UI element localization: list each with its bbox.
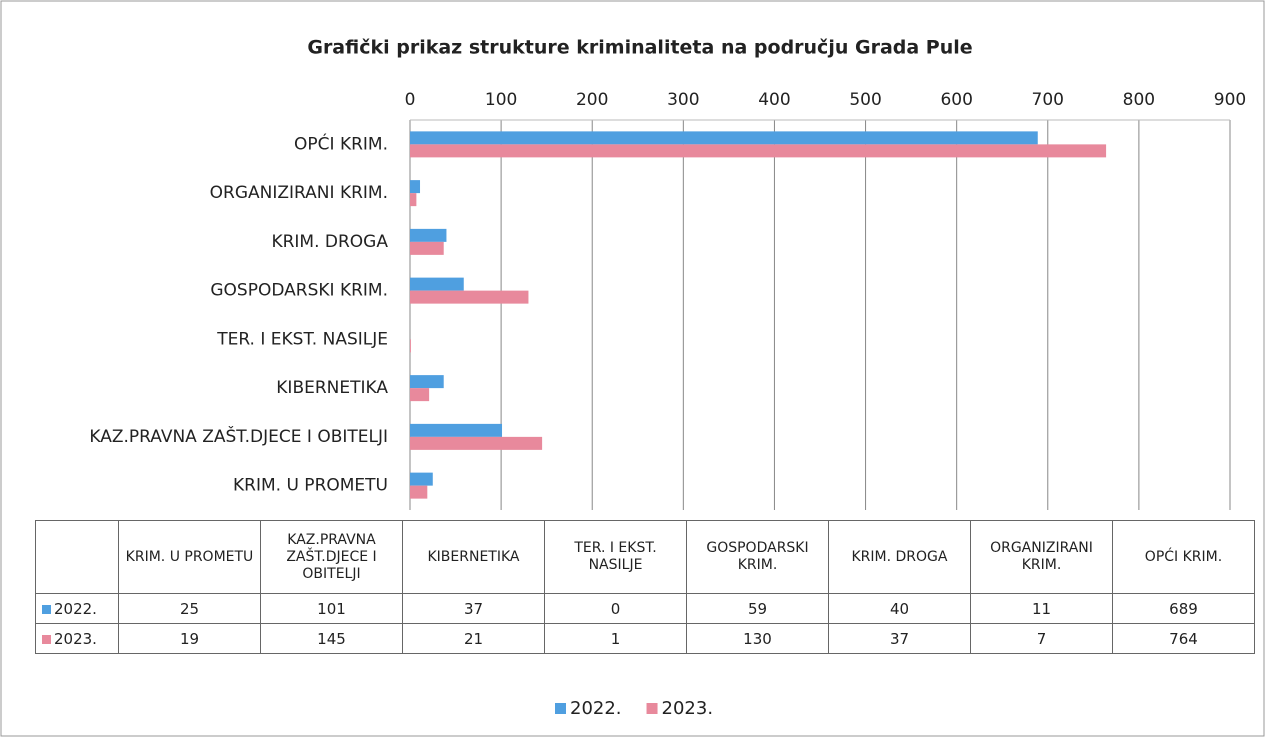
bar: [410, 375, 444, 389]
row-label: 2023.: [54, 629, 97, 648]
bar: [410, 290, 529, 304]
x-tick-label: 200: [576, 90, 608, 110]
table-cell: 689: [1112, 593, 1255, 624]
column-header: ORGANIZIRANI KRIM.: [970, 520, 1113, 594]
row-header: 2022.: [35, 593, 119, 624]
table-cell: 25: [118, 593, 261, 624]
x-tick-label: 600: [940, 90, 972, 110]
column-header: KRIM. U PROMETU: [118, 520, 261, 594]
table-row: 2022. 25 101 37 0 59 40 11 689: [35, 593, 1255, 624]
y-tick-label: TER. I EKST. NASILJE: [216, 329, 388, 349]
x-tick-label: 500: [849, 90, 881, 110]
legend-label: 2023.: [662, 698, 714, 719]
legend-swatch: [42, 604, 51, 614]
y-tick-label: KRIM. U PROMETU: [233, 476, 388, 496]
table-cell: 145: [260, 623, 403, 654]
table-cell: 11: [970, 593, 1113, 624]
y-tick-label: KIBERNETIKA: [276, 378, 388, 398]
table-cell: 40: [828, 593, 971, 624]
x-tick-label: 0: [405, 90, 416, 110]
bar: [410, 180, 421, 194]
x-tick-label: 400: [758, 90, 790, 110]
y-tick-label: OPĆI KRIM.: [294, 132, 388, 154]
table-cell: 7: [970, 623, 1113, 654]
table-cell: 21: [402, 623, 545, 654]
bar: [410, 436, 543, 450]
x-tick-label: 100: [485, 90, 517, 110]
table-cell: 37: [828, 623, 971, 654]
bar: [410, 131, 1038, 145]
column-header: KAZ.PRAVNA ZAŠT.DJECE I OBITELJI: [260, 520, 403, 594]
table-cell: 0: [544, 593, 687, 624]
column-header: GOSPODARSKI KRIM.: [686, 520, 829, 594]
table-row: 2023. 19 145 21 1 130 37 7 764: [35, 623, 1255, 654]
row-label: 2022.: [54, 599, 97, 618]
table-cell: 59: [686, 593, 829, 624]
bar: [410, 485, 428, 499]
column-header: KIBERNETIKA: [402, 520, 545, 594]
legend-swatch: [646, 703, 658, 714]
x-tick-label: 900: [1214, 90, 1246, 110]
bar: [410, 193, 417, 207]
table-cell: 101: [260, 593, 403, 624]
bar: [410, 228, 447, 242]
bar: [410, 472, 433, 486]
y-tick-label: GOSPODARSKI KRIM.: [210, 281, 388, 301]
y-tick-label: ORGANIZIRANI KRIM.: [210, 183, 388, 203]
table-cell: 130: [686, 623, 829, 654]
table-cell: 37: [402, 593, 545, 624]
row-header: 2023.: [35, 623, 119, 654]
x-tick-label: 800: [1123, 90, 1155, 110]
table-cell: 764: [1112, 623, 1255, 654]
data-table: KRIM. U PROMETU KAZ.PRAVNA ZAŠT.DJECE I O…: [35, 520, 1255, 654]
legend-swatch: [42, 634, 51, 644]
corner-cell: [35, 520, 119, 594]
y-tick-label: KAZ.PRAVNA ZAŠT.DJECE I OBITELJI: [89, 425, 388, 447]
column-header: KRIM. DROGA: [828, 520, 971, 594]
bar: [410, 423, 503, 437]
bar: [410, 388, 430, 402]
table-cell: 1: [544, 623, 687, 654]
chart-title: Grafički prikaz strukture kriminaliteta …: [307, 37, 972, 59]
table-cell: 19: [118, 623, 261, 654]
legend-swatch: [555, 703, 566, 714]
column-header: OPĆI KRIM.: [1112, 520, 1255, 594]
bar: [410, 339, 411, 353]
bar: [410, 277, 464, 291]
legend-label: 2022.: [570, 698, 622, 719]
y-tick-label: KRIM. DROGA: [271, 232, 388, 252]
column-header: TER. I EKST. NASILJE: [544, 520, 687, 594]
bar: [410, 241, 444, 255]
x-tick-label: 300: [667, 90, 699, 110]
bar: [410, 144, 1107, 158]
x-tick-label: 700: [1032, 90, 1064, 110]
